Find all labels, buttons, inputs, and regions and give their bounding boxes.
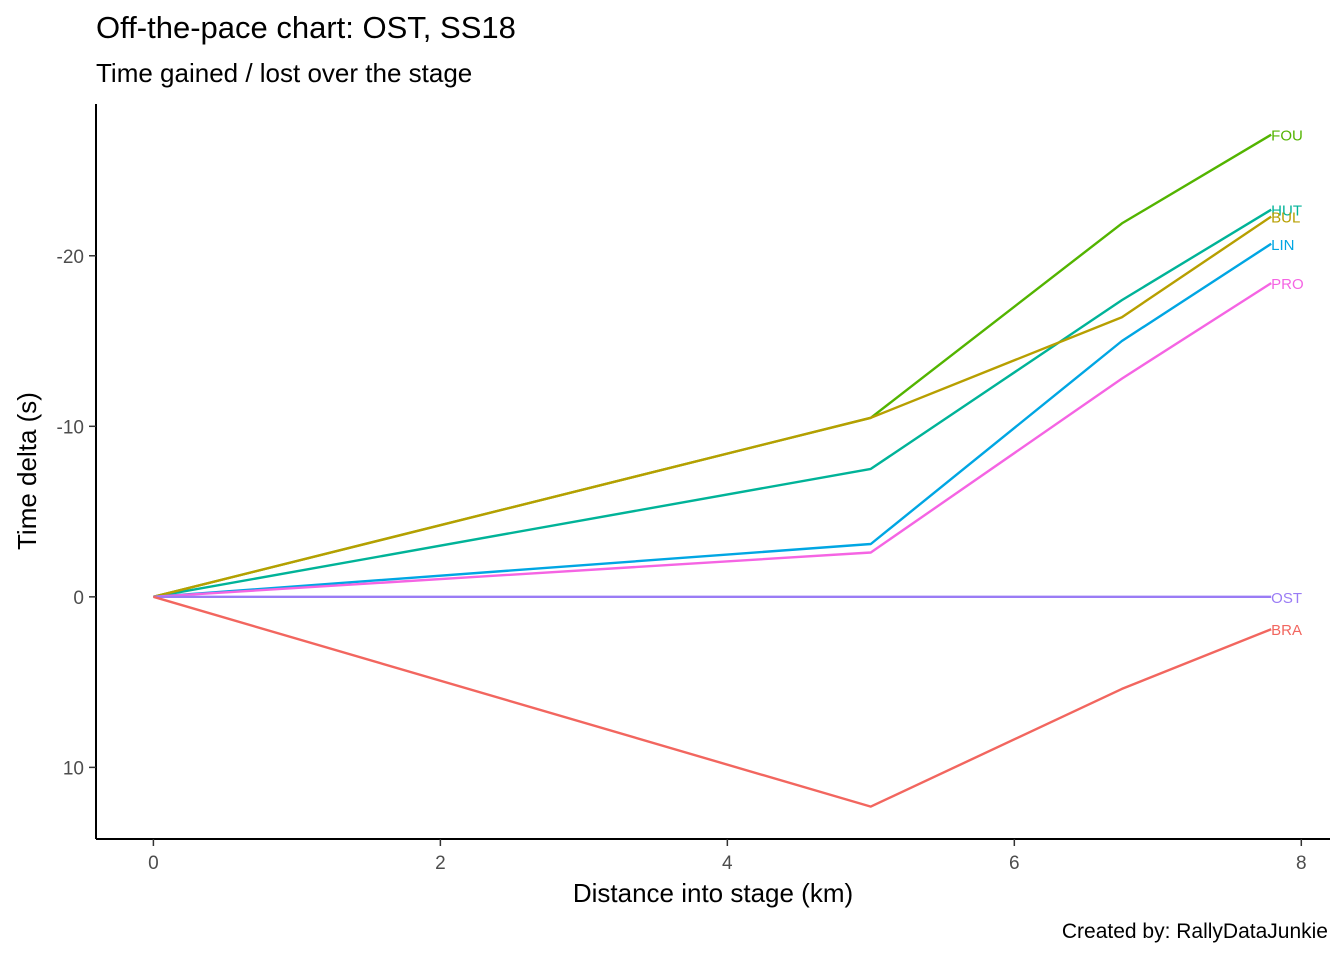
chart-subtitle: Time gained / lost over the stage <box>96 58 473 88</box>
y-tick-label: 0 <box>73 588 84 609</box>
x-axis-title: Distance into stage (km) <box>573 878 853 908</box>
series-line-bul <box>153 215 1272 598</box>
x-tick-label: 8 <box>1296 853 1307 874</box>
chart-title: Off-the-pace chart: OST, SS18 <box>96 10 516 45</box>
y-tick-label: -20 <box>57 247 84 268</box>
series-label-lin: LIN <box>1271 237 1294 254</box>
y-tick-label: 10 <box>63 758 84 779</box>
series-label-hut: HUT <box>1271 203 1302 220</box>
y-axis-title: Time delta (s) <box>12 392 42 550</box>
series-label-fou: FOU <box>1271 128 1303 145</box>
series-line-pro <box>153 282 1272 598</box>
series-label-bra: BRA <box>1271 622 1302 639</box>
series-line-bra <box>153 595 1272 808</box>
series-label-pro: PRO <box>1271 276 1304 293</box>
x-axis-ticks: 0 2 4 6 8 <box>148 839 1307 874</box>
series-line-fou <box>153 133 1272 598</box>
series-label-bul: BUL <box>1271 210 1300 227</box>
series-line-hut <box>153 208 1272 598</box>
chart-caption: Created by: RallyDataJunkie <box>1061 920 1328 943</box>
y-tick-label: -10 <box>57 417 84 438</box>
x-tick-label: 0 <box>148 853 159 874</box>
series-layer <box>153 133 1272 808</box>
series-label-ost: OST <box>1271 590 1302 607</box>
x-tick-label: 4 <box>722 853 733 874</box>
x-tick-label: 6 <box>1009 853 1020 874</box>
x-tick-label: 2 <box>435 853 446 874</box>
series-line-lin <box>153 242 1272 598</box>
y-axis-ticks: -20 -10 0 10 <box>57 247 96 779</box>
